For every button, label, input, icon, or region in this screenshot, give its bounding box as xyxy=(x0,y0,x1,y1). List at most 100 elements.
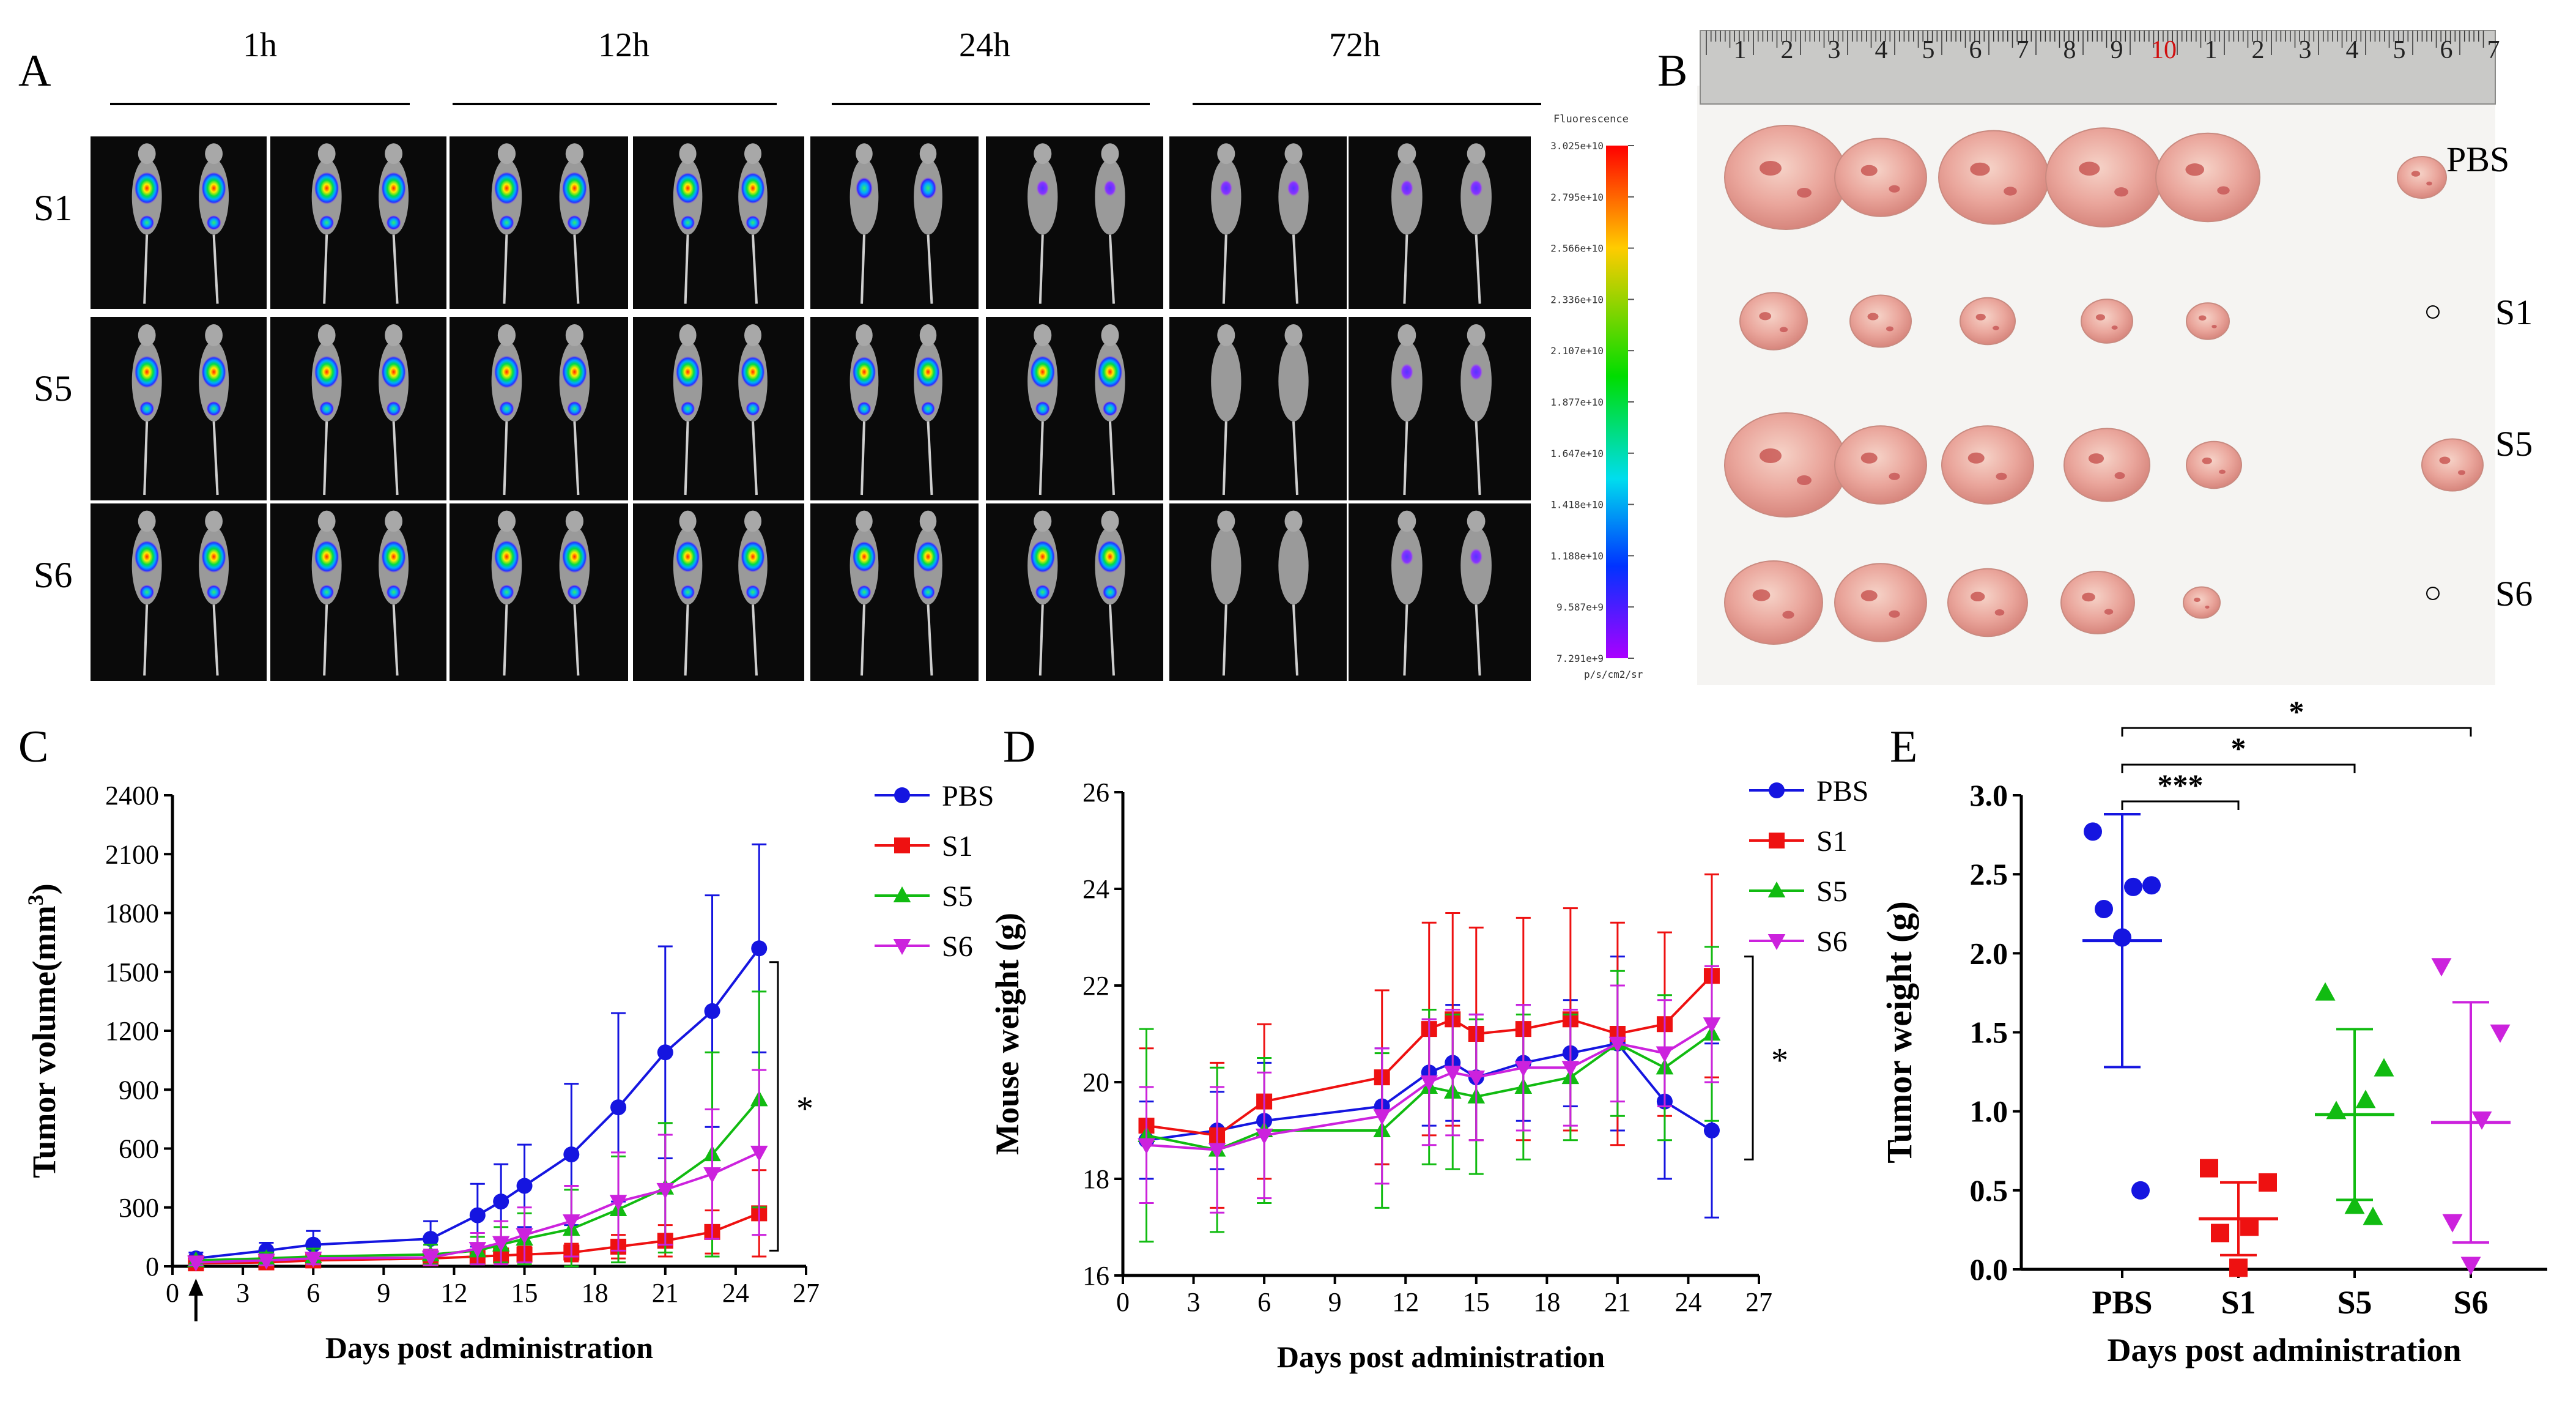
legend-label: S6 xyxy=(1816,926,1848,958)
mouse-tail xyxy=(212,604,219,676)
fluorescence-signal xyxy=(852,356,876,388)
tumor-vessel xyxy=(2079,161,2100,176)
mouse-tail xyxy=(1403,234,1408,304)
tumor-vessel xyxy=(1760,448,1782,463)
mouse-tail xyxy=(1403,604,1408,676)
series-PBS xyxy=(188,843,768,1267)
data-point xyxy=(2229,1258,2248,1277)
colorbar-tick-label: 1.647e+10 xyxy=(1550,448,1604,459)
mouse-body xyxy=(1278,526,1309,605)
mouse-body xyxy=(1391,341,1423,421)
fluorescence-signal xyxy=(499,584,514,600)
fluorescence-signal xyxy=(1097,355,1123,388)
ruler-number: 6 xyxy=(1969,36,1982,64)
mouse-head xyxy=(497,324,516,346)
fluorescence-signal xyxy=(1470,180,1483,197)
tumor xyxy=(2060,571,2135,634)
y-tick-label: 0 xyxy=(146,1252,159,1282)
tumor xyxy=(1834,138,1927,217)
mouse-head xyxy=(138,143,156,165)
mouse-body xyxy=(1391,158,1423,235)
mouse-tail xyxy=(503,604,508,676)
imaging-tile xyxy=(450,136,628,309)
tumor-photo xyxy=(1724,125,2484,645)
dosing-arrow-head xyxy=(188,1279,204,1296)
tumor xyxy=(1724,412,1848,518)
tumor-vessel xyxy=(1860,165,1878,176)
x-tick-label: PBS xyxy=(2092,1284,2152,1321)
fluorescence-signal xyxy=(920,401,936,416)
tumor-vessel xyxy=(2217,186,2230,195)
fluorescence-signal xyxy=(201,172,226,204)
mouse-head xyxy=(138,324,156,346)
tumor-vessel xyxy=(1752,589,1771,601)
fluorescence-signal xyxy=(741,541,765,573)
group-S6 xyxy=(2431,958,2511,1275)
mouse-tail xyxy=(927,234,933,304)
x-tick-label: 24 xyxy=(722,1278,749,1308)
mouse-head xyxy=(385,324,402,346)
mouse-head xyxy=(1467,324,1486,346)
y-tick-label: 1500 xyxy=(105,957,159,987)
fluorescence-signal xyxy=(916,356,940,388)
mouse-tail xyxy=(392,234,399,304)
legend-marker xyxy=(1769,782,1785,798)
colorbar-tick-label: 1.188e+10 xyxy=(1550,550,1604,562)
data-point xyxy=(2315,982,2336,1001)
fluorescence-signal xyxy=(381,355,406,388)
colorbar: Fluorescence 3.025e+10 2.795e+10 2.566e+10… xyxy=(1550,113,1643,680)
x-tick-label: 12 xyxy=(1392,1287,1419,1317)
x-tick-label: 24 xyxy=(1675,1287,1701,1317)
tumor xyxy=(2421,438,2484,492)
mouse-head xyxy=(1034,324,1052,346)
fluorescence-signal xyxy=(567,215,582,231)
mouse-tail xyxy=(684,421,689,496)
data-point xyxy=(657,1044,673,1061)
tumor-vessel xyxy=(2198,315,2207,321)
tumor xyxy=(1739,292,1808,351)
fluorescence-signal xyxy=(741,173,765,204)
panel-label-e: E xyxy=(1890,722,1917,772)
tumor xyxy=(1849,294,1912,348)
data-point xyxy=(609,1195,627,1211)
tumor-vessel xyxy=(2439,456,2451,464)
imaging-tile xyxy=(633,503,804,681)
significance-label: * xyxy=(796,1090,813,1128)
mouse-tail xyxy=(212,234,219,304)
data-point xyxy=(2442,1214,2463,1233)
mouse-head xyxy=(856,324,873,346)
y-axis-label: Mouse weight (g) xyxy=(989,913,1026,1155)
fluorescence-signal xyxy=(499,401,514,417)
legend-label: PBS xyxy=(1816,775,1868,807)
mouse-tail xyxy=(323,604,328,676)
tumor xyxy=(2155,132,2260,223)
data-point xyxy=(2326,1101,2347,1119)
data-point xyxy=(2490,1024,2511,1043)
timepoint-label: 72h xyxy=(1329,26,1380,64)
mouse-tail xyxy=(684,604,689,676)
fluorescence-signal xyxy=(1400,180,1413,197)
mouse-head xyxy=(497,510,516,532)
series-line xyxy=(1146,1023,1713,1151)
y-tick-label: 1.5 xyxy=(1970,1015,2008,1050)
ruler-number: 4 xyxy=(2346,36,2359,64)
ruler: 1 2 3 4 5 6 7 8 9 10 1 2 3 4 5 6 7 xyxy=(1700,30,2500,105)
y-tick-label: 0.5 xyxy=(1970,1173,2008,1208)
fluorescence-signal xyxy=(1035,401,1050,417)
imaging-tile xyxy=(450,503,628,681)
tumor-vessel xyxy=(1797,475,1812,485)
tumor-row-label: S1 xyxy=(2495,292,2533,332)
data-point xyxy=(1138,1138,1155,1154)
tumor-row-label: S6 xyxy=(2495,574,2533,614)
fluorescence-signal xyxy=(135,540,160,573)
fluorescence-signal xyxy=(920,585,936,600)
data-point xyxy=(492,1236,510,1252)
tumor-vessel xyxy=(2194,597,2200,603)
tumor-vessel xyxy=(2202,457,2212,464)
mouse-tail xyxy=(212,421,219,496)
comparison-bracket xyxy=(2121,763,2356,773)
mouse-head xyxy=(679,143,697,165)
group-PBS xyxy=(2082,813,2162,1200)
imaging-grid xyxy=(91,136,1531,681)
mouse-head xyxy=(138,510,156,532)
